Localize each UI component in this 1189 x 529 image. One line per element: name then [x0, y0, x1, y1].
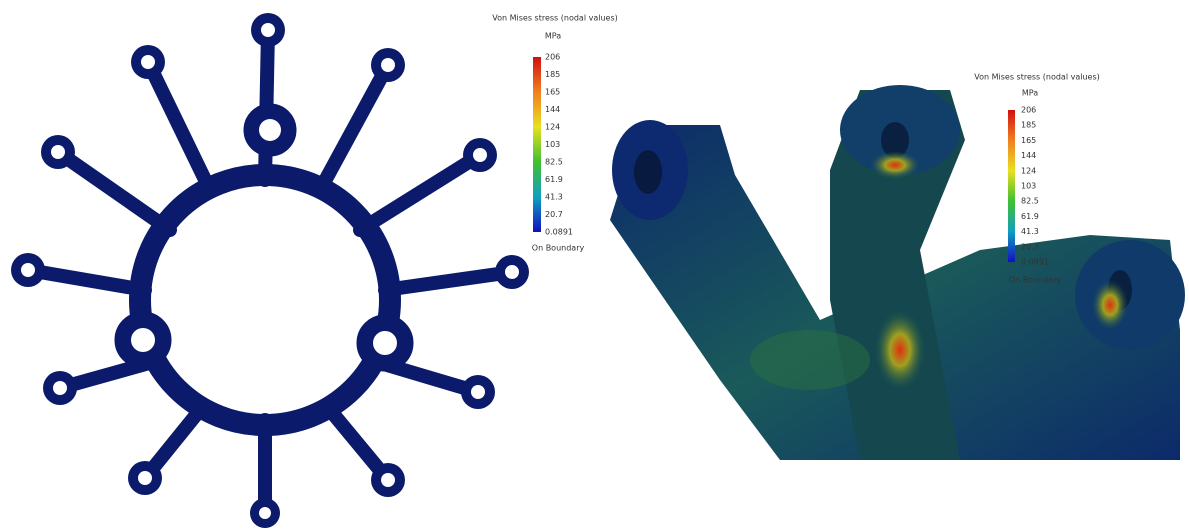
legend-tick-label: 144 [1021, 151, 1036, 160]
legend-tick-label: 41.3 [545, 193, 563, 202]
color-bar [533, 57, 541, 232]
legend-unit: MPa [545, 32, 561, 41]
legend-unit: MPa [1022, 89, 1038, 98]
right-part [610, 85, 1185, 460]
legend-tick-label: 103 [545, 140, 560, 149]
legend-tick-label: 165 [545, 88, 560, 97]
legend-tick-label: 103 [1021, 182, 1036, 191]
legend-tick-label: 144 [545, 105, 560, 114]
legend-tick-label: 206 [1021, 106, 1036, 115]
scene: Von Mises stress (nodal values) MPa On B… [0, 0, 1189, 529]
left-part [11, 13, 529, 528]
legend-tick-label: 20.7 [545, 210, 563, 219]
legend-tick-label: 82.5 [1021, 197, 1039, 206]
legend-tick-label: 0.0891 [1021, 258, 1049, 267]
legend-tick-label: 165 [1021, 136, 1036, 145]
legend-footer: On Boundary [532, 244, 585, 253]
legend-tick-label: 185 [1021, 121, 1036, 130]
legend-tick-label: 124 [545, 123, 560, 132]
legend-tick-label: 0.0891 [545, 228, 573, 237]
legend-tick-label: 206 [545, 53, 560, 62]
legend-tick-label: 124 [1021, 166, 1036, 175]
legend-tick-label: 185 [545, 70, 560, 79]
screenshot: Von Mises stress (nodal values) MPa On B… [0, 0, 1189, 529]
legend-footer: On Boundary [1009, 276, 1062, 285]
color-bar [1008, 110, 1015, 262]
legend-tick-label: 41.3 [1021, 227, 1039, 236]
legend-title: Von Mises stress (nodal values) [492, 14, 617, 23]
legend-tick-label: 61.9 [1021, 212, 1039, 221]
legend-title: Von Mises stress (nodal values) [974, 73, 1099, 82]
legend-tick-label: 61.9 [545, 175, 563, 184]
legend-tick-label: 20.7 [1021, 242, 1039, 251]
color-legend: Von Mises stress (nodal values) MPa On B… [492, 14, 617, 253]
legend-tick-label: 82.5 [545, 158, 563, 167]
